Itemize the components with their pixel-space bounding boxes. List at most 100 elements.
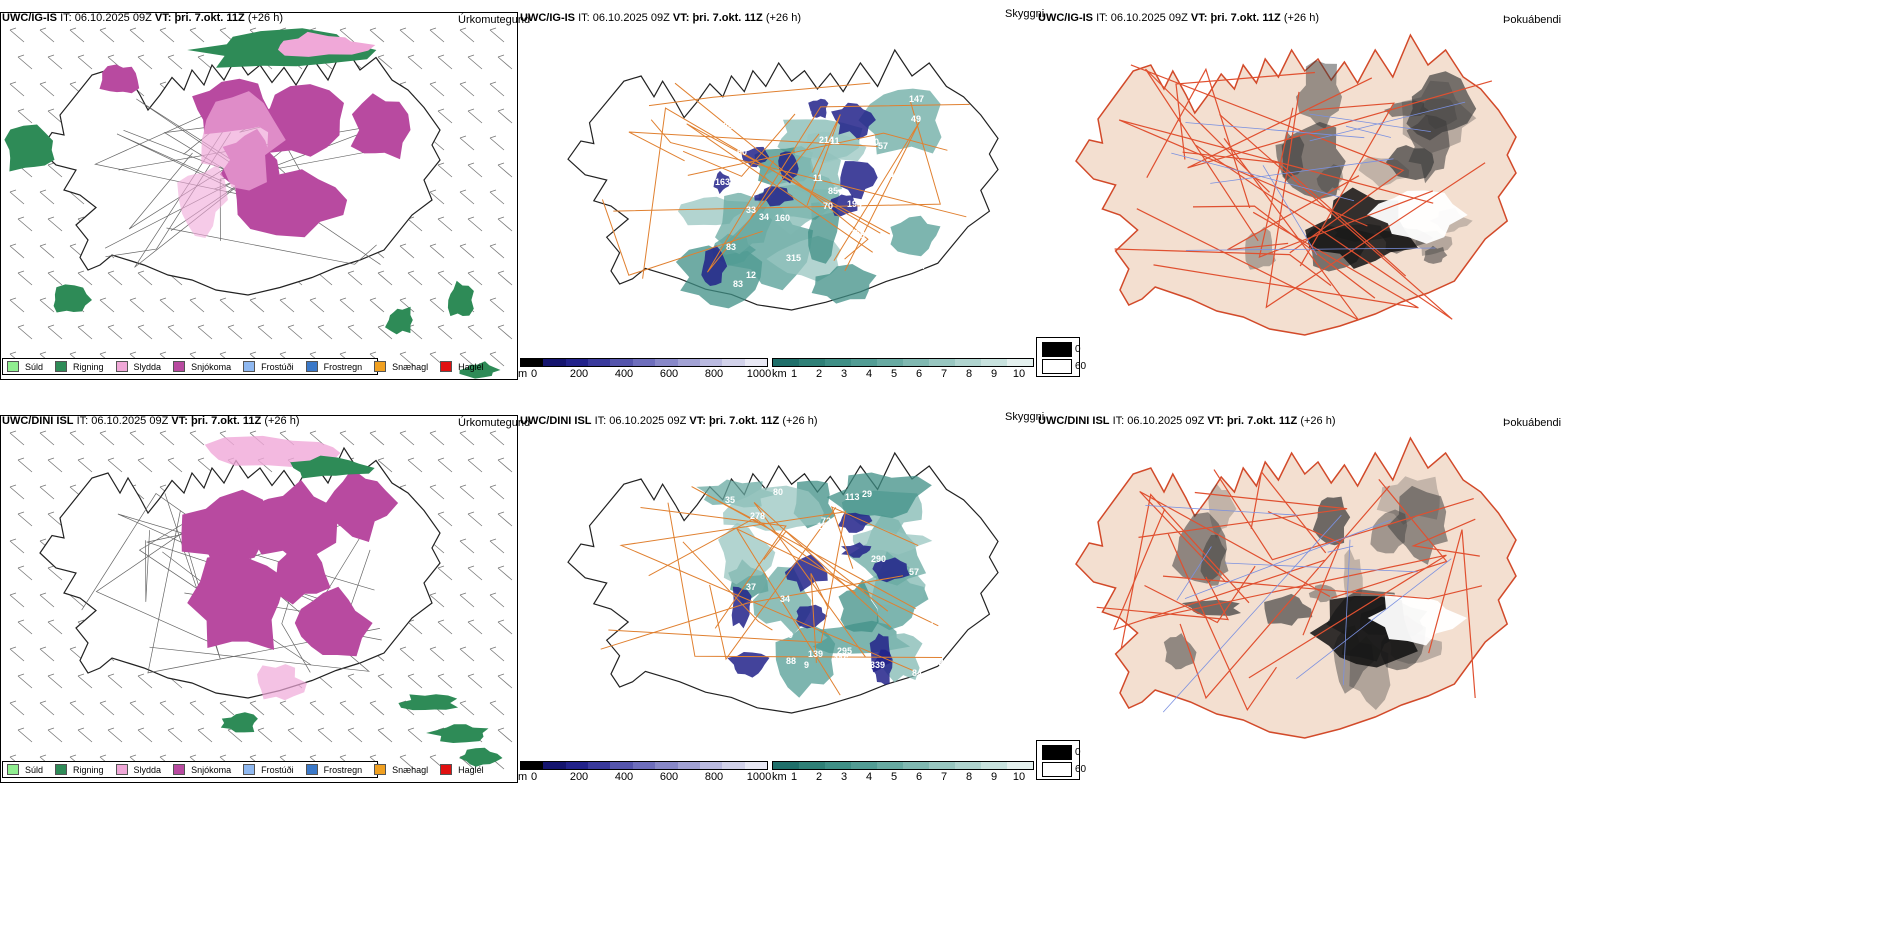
- wind-barb-flag: [429, 81, 437, 85]
- wind-barb: [107, 272, 123, 286]
- wind-barb: [249, 299, 265, 313]
- visibility-tick: 1: [790, 771, 798, 783]
- legend-swatch: [115, 764, 128, 775]
- wind-barb-flag: [467, 565, 475, 569]
- panel-header: UWC/IG-IS IT: 06.10.2025 09Z VT: þri. 7.…: [1038, 12, 1319, 24]
- wind-barb-flag: [279, 351, 287, 355]
- rain-area: [398, 694, 459, 711]
- colorbar-swatch: [903, 359, 929, 366]
- river-line: [1162, 514, 1342, 713]
- fog-panel: [1036, 0, 1556, 380]
- cloud-base-label: 26: [850, 228, 860, 238]
- colorbar-swatch: [565, 762, 589, 769]
- lead-time: (+26 h): [782, 415, 818, 427]
- wind-barb: [189, 29, 205, 43]
- wind-barb-flag: [497, 270, 505, 274]
- precip-map[interactable]: [0, 0, 518, 380]
- visibility-tick: 9: [990, 368, 998, 380]
- map-frame: [0, 12, 518, 380]
- road-line: [1136, 138, 1359, 321]
- wind-barb: [459, 245, 475, 259]
- height-unit: m: [518, 771, 528, 783]
- wind-barb: [39, 299, 55, 313]
- wind-barb-flag: [377, 673, 385, 677]
- valid-time: þri. 7.okt. 11Z: [692, 12, 763, 24]
- legend-swatch: [305, 764, 318, 775]
- colorbar-swatch: [699, 359, 723, 366]
- rain-area: [459, 747, 503, 767]
- wind-barb: [39, 191, 55, 205]
- fog-map[interactable]: [1036, 403, 1556, 783]
- road-line: [810, 573, 829, 663]
- wind-barb: [369, 702, 385, 716]
- wind-barb: [317, 272, 333, 286]
- wind-barb-flag: [137, 54, 145, 58]
- colorbar-swatch: [799, 762, 825, 769]
- visibility-tick: 5: [890, 771, 898, 783]
- wind-barb-flag: [489, 297, 497, 301]
- height-tick: 600: [659, 771, 679, 783]
- wind-barb-flag: [467, 619, 475, 623]
- issue-label: IT:: [578, 12, 590, 24]
- cloud-base-label: 195: [797, 110, 812, 120]
- wind-barb-flag: [17, 619, 25, 623]
- wind-barb-flag: [47, 216, 55, 220]
- wind-barb: [39, 486, 55, 500]
- wind-barb: [467, 56, 483, 70]
- river-line: [1327, 545, 1354, 553]
- road-line: [750, 103, 970, 219]
- height-tick: 800: [704, 771, 724, 783]
- river-line: [1309, 113, 1431, 132]
- cloud-base-label: 265: [889, 286, 904, 296]
- colorbar-swatch: [565, 359, 589, 366]
- wind-barb: [369, 299, 385, 313]
- wind-barb-flag: [459, 484, 467, 488]
- legend-label: Rigning: [73, 361, 104, 372]
- wind-barb: [339, 432, 355, 446]
- height-colorbar: [520, 761, 768, 770]
- legend-swatch: [243, 764, 256, 775]
- wind-barb: [279, 299, 295, 313]
- wind-barb-flag: [47, 565, 55, 569]
- valid-time: þri. 7.okt. 11Z: [708, 415, 780, 427]
- colorbar-swatch: [744, 359, 767, 366]
- wind-barb: [309, 299, 325, 313]
- wind-barb-flag: [437, 108, 445, 112]
- legend-label: Haglél: [458, 764, 484, 775]
- low-cloud-area: [841, 542, 872, 558]
- cloud-base-label: 290: [778, 630, 793, 640]
- wind-barb-flag: [219, 700, 227, 704]
- precip-map[interactable]: [0, 403, 518, 783]
- wind-barb-flag: [497, 457, 505, 461]
- legend-item: Rigning: [55, 764, 104, 775]
- cloud-base-label: 160: [775, 213, 790, 223]
- fog-map[interactable]: [1036, 0, 1556, 380]
- wind-barb: [497, 675, 513, 689]
- wind-barb: [497, 56, 513, 70]
- road-line: [600, 575, 903, 650]
- wind-barb: [497, 729, 513, 743]
- wind-barb: [39, 245, 55, 259]
- visibility-map[interactable]: 8411229511333929045045727895373429116139…: [518, 403, 1036, 783]
- visibility-tick: 10: [1012, 771, 1026, 783]
- visibility-panel: 84 112 295 113 339 290 450 457 278 95 37 34 29 116 139…: [518, 403, 1036, 783]
- wind-barb-flag: [77, 727, 85, 731]
- wind-barb-flag: [377, 457, 385, 461]
- wind-barb: [159, 702, 175, 716]
- fog-area: [1295, 60, 1342, 130]
- precip-legend: Súld Rigning Slydda Snjókoma Frostúði Frostre…: [2, 358, 484, 375]
- river-line: [1309, 101, 1466, 142]
- height-tick: 200: [569, 368, 589, 380]
- wind-barb: [99, 29, 115, 43]
- wind-barb: [47, 729, 63, 743]
- colorbar-swatch: [955, 762, 981, 769]
- wind-barb-flag: [77, 457, 85, 461]
- wind-barb: [77, 56, 93, 70]
- low-cloud-area: [831, 102, 876, 140]
- fog-area: [1385, 145, 1434, 180]
- wind-barb-flag: [399, 484, 407, 488]
- wind-barb-flag: [369, 351, 377, 355]
- legend-label: Snjókoma: [191, 764, 232, 775]
- wind-barb-flag: [107, 727, 115, 731]
